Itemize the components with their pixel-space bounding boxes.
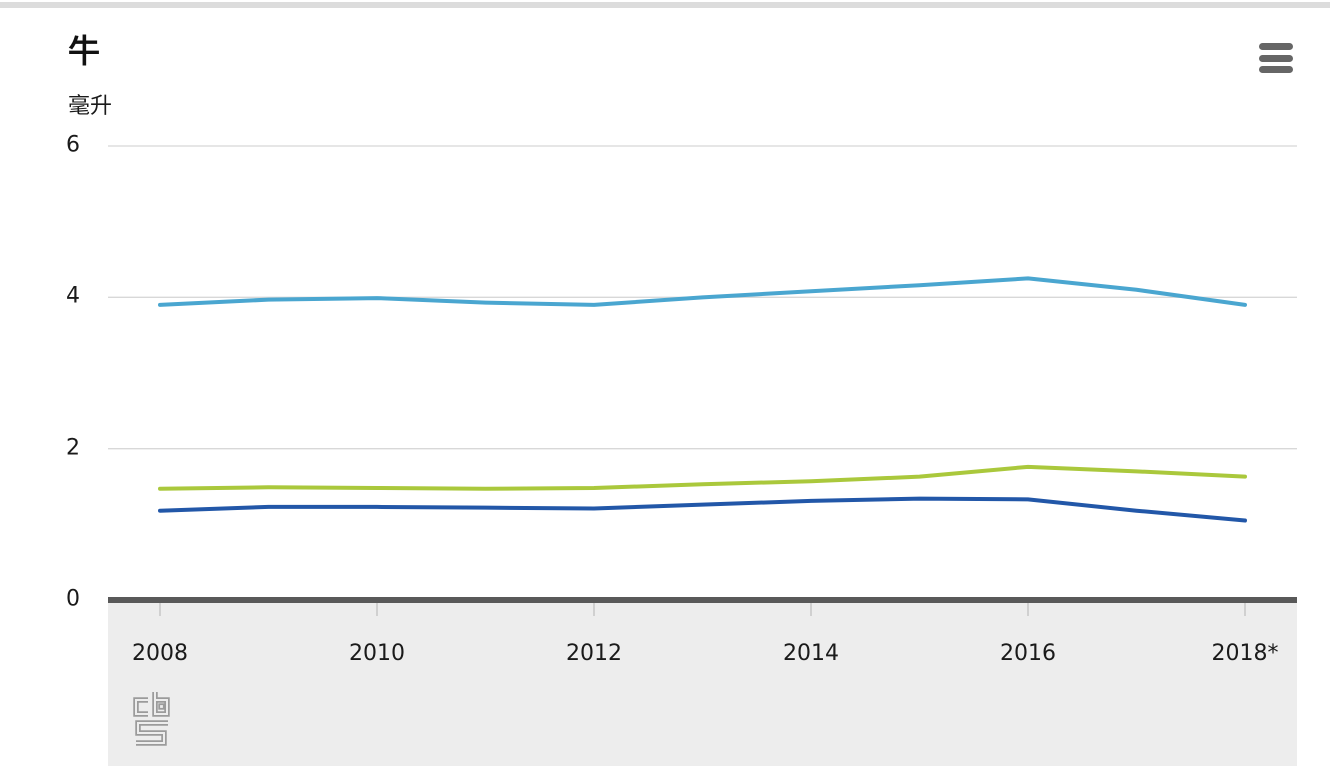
cbs-logo-b-hole [158,703,165,710]
y-axis-unit-label: 毫升 [68,94,113,119]
hamburger-menu-button[interactable] [1259,43,1293,73]
hamburger-icon [1259,66,1293,73]
cbs-logo-c [133,697,148,717]
cbs-logo [133,692,170,746]
series-line-series-3 [158,496,1247,523]
top-divider [0,2,1330,8]
series-line-series-1 [158,276,1247,307]
series-line-series-2 [158,464,1247,491]
x-axis-band [108,603,1297,766]
cbs-logo-b [152,692,170,717]
hamburger-icon [1259,43,1293,50]
x-axis-line [108,597,1297,603]
chart-title: 牛 [68,32,101,70]
hamburger-icon [1259,54,1293,62]
